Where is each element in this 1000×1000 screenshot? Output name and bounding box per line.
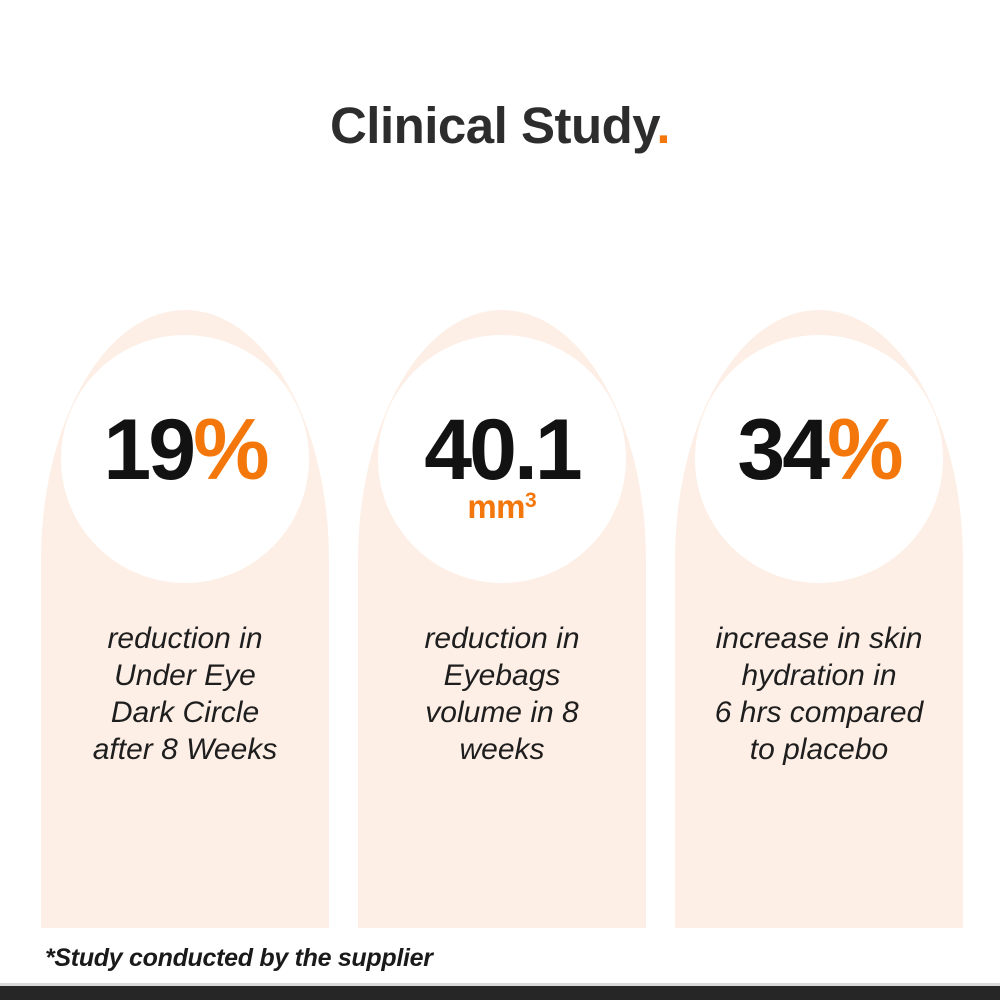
bottom-divider-line: [0, 983, 1000, 986]
unit-exponent: 3: [525, 489, 537, 512]
desc-line: volume in 8: [425, 696, 579, 729]
page-title: Clinical Study.: [0, 96, 1000, 155]
stat-number: 34: [737, 402, 830, 498]
stat-circle: 40.1 mm3: [378, 335, 626, 583]
stat-card-dark-circle: 19% reduction in Under Eye Dark Circle a…: [41, 310, 329, 928]
desc-line: to placebo: [749, 733, 889, 766]
stat-value: 40.1 mm3: [378, 407, 626, 525]
stat-value: 19%: [61, 407, 309, 493]
stat-circle: 34%: [695, 335, 943, 583]
stat-card-hydration: 34% increase in skin hydration in 6 hrs …: [675, 310, 963, 928]
desc-line: 6 hrs compared: [714, 696, 924, 729]
stat-description: reduction in Under Eye Dark Circle after…: [41, 620, 329, 768]
desc-line: hydration in: [741, 659, 897, 692]
desc-line: reduction in: [107, 622, 263, 655]
bottom-black-bar: [0, 986, 1000, 1000]
unit-text: mm: [467, 488, 525, 525]
desc-line: reduction in: [424, 622, 580, 655]
stat-number: 40.1: [424, 402, 582, 498]
stat-card-eyebags: 40.1 mm3 reduction in Eyebags volume in …: [358, 310, 646, 928]
title-accent-dot: .: [656, 97, 671, 154]
page-title-text: Clinical Study: [329, 97, 657, 154]
desc-line: Dark Circle: [110, 696, 260, 729]
desc-line: increase in skin: [715, 622, 923, 655]
stat-number: 19: [103, 402, 196, 498]
desc-line: Eyebags: [443, 659, 561, 692]
desc-line: after 8 Weeks: [92, 733, 278, 766]
stat-value: 34%: [695, 407, 943, 493]
stat-circle: 19%: [61, 335, 309, 583]
stat-percent-sign: %: [827, 402, 903, 498]
stat-description: increase in skin hydration in 6 hrs comp…: [675, 620, 963, 768]
stat-percent-sign: %: [193, 402, 269, 498]
study-footnote: *Study conducted by the supplier: [45, 944, 433, 972]
stat-description: reduction in Eyebags volume in 8 weeks: [358, 620, 646, 768]
desc-line: weeks: [459, 733, 545, 766]
desc-line: Under Eye: [114, 659, 256, 692]
stat-unit: mm3: [378, 488, 626, 525]
